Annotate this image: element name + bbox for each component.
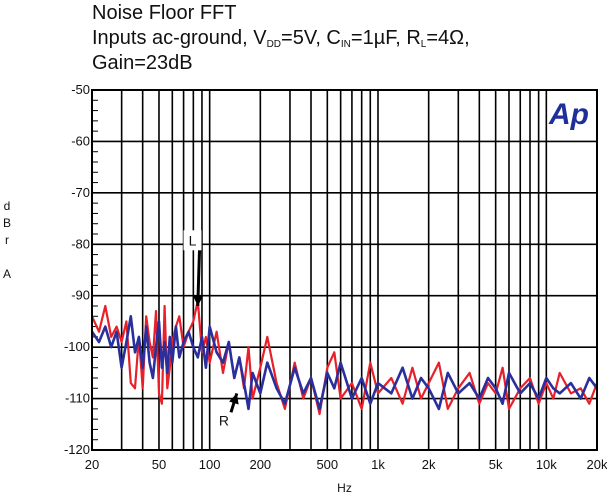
x-tick-label: 100 — [199, 457, 221, 472]
chart-subtitle-line1: Inputs ac-ground, VDD=5V, CIN=1µF, RL=4Ω… — [92, 27, 470, 56]
x-axis-label: Hz — [337, 481, 352, 495]
chart-grid — [92, 89, 597, 451]
tick-labels: 20 50 100 200 500 1k 2k 5k 10k 20k -50 -60 -70 -80 -90… — [64, 82, 607, 472]
series-line-1 — [90, 314, 599, 411]
series-layer — [90, 299, 599, 416]
y-axis-label-char: A — [3, 267, 11, 281]
subtitle-prefix: Inputs ac-ground, V — [92, 27, 267, 49]
ap-logo: Ap — [548, 98, 589, 131]
chart-title: Noise Floor FFT — [92, 2, 237, 24]
x-tick-label: 50 — [152, 457, 166, 472]
x-tick-label: 5k — [489, 457, 503, 472]
series-line-0 — [90, 299, 599, 416]
annotation-arrowhead — [193, 295, 204, 306]
subtitle-vdd-sub: DD — [266, 39, 282, 50]
subtitle-cin-value: =1µF, R — [350, 27, 421, 49]
y-tick-label: -90 — [71, 288, 90, 303]
x-tick-label: 20 — [85, 457, 99, 472]
annotation-box — [214, 410, 233, 431]
y-axis-label-char: d — [4, 199, 11, 213]
x-tick-label: 10k — [536, 457, 557, 472]
annotation-arrowhead — [229, 393, 239, 405]
x-tick-label: 1k — [371, 457, 385, 472]
y-tick-label: -50 — [71, 82, 90, 97]
annotations: LR — [183, 230, 239, 431]
x-tick-label: 20k — [587, 457, 607, 472]
subtitle-vdd-value: =5V, C — [281, 27, 341, 49]
y-tick-label: -80 — [71, 236, 90, 251]
subtitle-cin-sub: IN — [340, 39, 351, 50]
x-tick-label: 500 — [316, 457, 338, 472]
y-axis-label-char: B — [3, 216, 11, 230]
x-tick-label: 2k — [422, 457, 436, 472]
x-tick-label: 200 — [249, 457, 271, 472]
y-tick-label: -70 — [71, 185, 90, 200]
y-tick-label: -100 — [64, 339, 90, 354]
y-axis-label: dBr A — [3, 199, 11, 281]
y-axis-label-char: r — [5, 233, 9, 247]
plot-border — [91, 89, 598, 451]
annotation-label: L — [189, 232, 197, 248]
subtitle-rl-value: =4Ω, — [426, 27, 470, 49]
chart-subtitle-line2: Gain=23dB — [92, 52, 193, 74]
y-tick-label: -120 — [64, 442, 90, 457]
annotation-box — [183, 230, 202, 251]
y-tick-label: -60 — [71, 133, 90, 148]
annotation-label: R — [219, 412, 229, 428]
subtitle-rl-sub: L — [420, 39, 427, 50]
y-tick-label: -110 — [65, 391, 90, 406]
plot-frame — [91, 89, 598, 451]
